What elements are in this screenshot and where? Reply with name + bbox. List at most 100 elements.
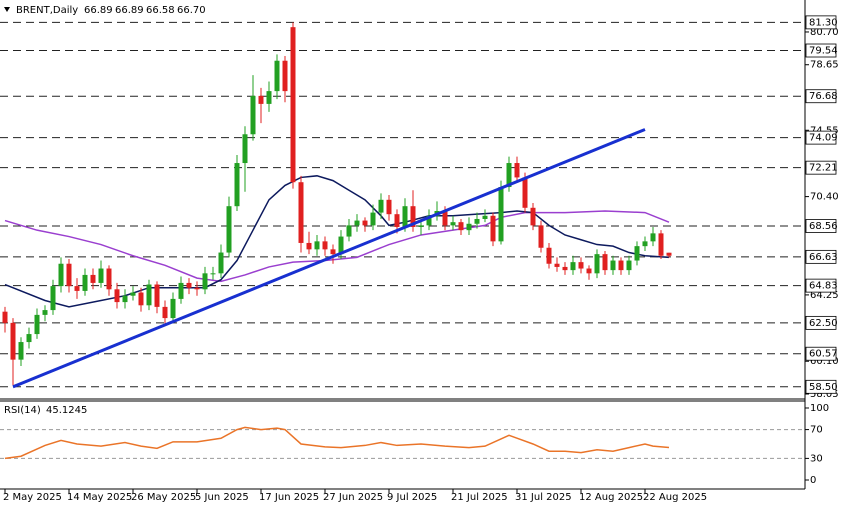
candle-body [282,60,288,92]
y-tick-label: 64.25 [810,290,839,301]
level-box [805,130,837,145]
candle-body [450,222,456,226]
candle-body [314,241,320,250]
candle-body [74,286,80,291]
x-tick-label: 26 May 2025 [131,492,196,503]
candle-body [178,282,184,299]
candle-body [138,292,144,306]
candle-body [106,268,112,290]
rsi-title: RSI(14) [4,405,41,416]
x-tick-label: 5 Jun 2025 [195,492,249,503]
candle-body [58,263,64,287]
candle-body [114,289,120,303]
candle-body [322,241,328,250]
x-tick-label: 17 Jun 2025 [259,492,319,503]
candle-body [34,314,40,335]
level-label: 64.83 [809,281,838,292]
candle-body [666,252,672,256]
candle-body [50,286,56,311]
candle-body [626,260,632,271]
y-tick-label: 78.65 [810,60,839,71]
header-value: 66.58 [146,5,175,16]
candle-body [602,254,608,271]
y-tick-label: 60.10 [810,356,839,367]
candle-body [226,206,232,253]
candle-body [530,207,536,226]
candle-body [522,177,528,208]
candle-body [162,306,168,319]
candle-body [410,206,416,227]
level-box [805,43,837,58]
y-tick-label: 80.70 [810,27,839,38]
candle-body [258,95,264,104]
candle-body [610,260,616,271]
candle-body [218,252,224,274]
candle-body [650,233,656,242]
candle-body [26,334,32,343]
level-label: 66.63 [809,252,838,263]
candle-body [642,241,648,247]
candle-body [18,342,24,360]
candle-body [242,134,248,164]
candle-body [42,310,48,315]
trendline [12,128,646,389]
candle-body [490,215,496,242]
candle-body [482,215,488,219]
level-label: 58.50 [809,382,838,393]
candle-body [362,220,368,226]
candle-body [386,199,392,215]
y-tick-label: 70.40 [810,192,839,203]
level-box [805,249,837,264]
candle-body [546,247,552,264]
x-tick-label: 12 Aug 2025 [579,492,643,503]
x-tick-label: 2 May 2025 [3,492,62,503]
candle-body [234,163,240,207]
candle-body [498,187,504,242]
candle-body [186,282,192,288]
candle-body [130,292,136,296]
rsi-tick-label: 100 [810,403,829,414]
level-label: 79.54 [809,46,838,57]
candle-body [394,214,400,227]
candle-body [618,260,624,271]
x-tick-label: 9 Jul 2025 [387,492,437,503]
level-box [805,315,837,330]
menu-triangle [4,7,10,12]
candle-body [2,311,8,323]
level-label: 68.56 [809,221,838,232]
candle-body [402,206,408,227]
candle-body [154,284,160,307]
candle-body [562,266,568,271]
level-label: 60.57 [809,349,838,360]
rsi-line [4,426,670,460]
level-label: 72.21 [809,163,838,174]
candle-body [250,95,256,135]
candle-body [378,199,384,213]
candle-body [346,225,352,237]
level-label: 62.50 [809,318,838,329]
candle-body [210,273,216,275]
candle-body [146,284,152,306]
level-box [805,15,837,30]
candle-body [202,273,208,290]
candle-body [554,263,560,267]
x-tick-label: 31 Jul 2025 [515,492,572,503]
x-tick-label: 21 Jul 2025 [451,492,508,503]
x-tick-label: 14 May 2025 [67,492,132,503]
level-box [805,219,837,233]
rsi-value: 45.1245 [46,405,87,416]
candle-body [10,322,16,360]
level-box [805,278,837,293]
candle-body [514,163,520,178]
rsi-tick-label: 30 [810,453,823,464]
candle-body [306,242,312,250]
candle-body [90,274,96,283]
candle-body [122,295,128,303]
candle-body [298,182,304,243]
fast-ma [4,175,670,308]
y-tick-label: 58.05 [810,389,839,400]
candle-body [594,254,600,274]
candle-body [458,222,464,231]
